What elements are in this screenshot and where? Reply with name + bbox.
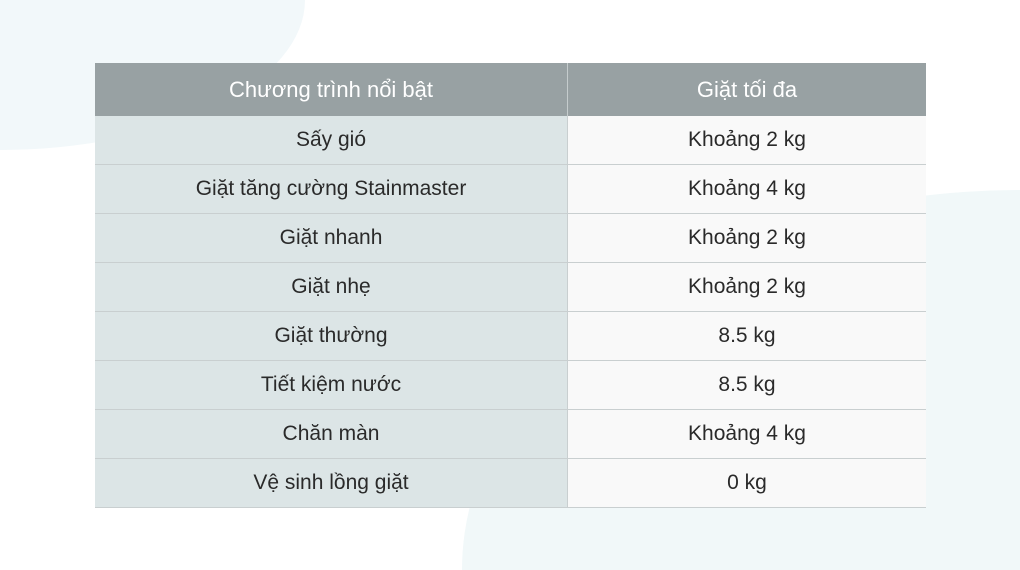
- table-row: Giặt nhẹ Khoảng 2 kg: [95, 262, 926, 312]
- max-wash-cell: Khoảng 2 kg: [567, 116, 926, 165]
- table-row: Giặt nhanh Khoảng 2 kg: [95, 213, 926, 263]
- max-wash-cell: Khoảng 2 kg: [567, 213, 926, 263]
- max-wash-cell: Khoảng 2 kg: [567, 262, 926, 312]
- table-row: Sấy gió Khoảng 2 kg: [95, 116, 926, 165]
- program-name-cell: Giặt tăng cường Stainmaster: [95, 164, 568, 214]
- max-wash-cell: 8.5 kg: [567, 311, 926, 361]
- program-name-cell: Chăn màn: [95, 409, 568, 459]
- max-wash-cell: Khoảng 4 kg: [567, 164, 926, 214]
- program-name-cell: Giặt nhanh: [95, 213, 568, 263]
- max-wash-cell: Khoảng 4 kg: [567, 409, 926, 459]
- table-header-row: Chương trình nổi bật Giặt tối đa: [95, 63, 926, 116]
- programs-table: Chương trình nổi bật Giặt tối đa Sấy gió…: [95, 63, 926, 508]
- table-row: Giặt thường 8.5 kg: [95, 311, 926, 361]
- table-row: Giặt tăng cường Stainmaster Khoảng 4 kg: [95, 164, 926, 214]
- table-row: Chăn màn Khoảng 4 kg: [95, 409, 926, 459]
- table-row: Tiết kiệm nước 8.5 kg: [95, 360, 926, 410]
- max-wash-cell: 0 kg: [567, 458, 926, 508]
- program-name-cell: Sấy gió: [95, 116, 568, 165]
- program-name-cell: Giặt thường: [95, 311, 568, 361]
- program-name-cell: Tiết kiệm nước: [95, 360, 568, 410]
- header-program: Chương trình nổi bật: [95, 63, 568, 116]
- program-name-cell: Giặt nhẹ: [95, 262, 568, 312]
- max-wash-cell: 8.5 kg: [567, 360, 926, 410]
- header-max-wash: Giặt tối đa: [567, 63, 926, 116]
- program-name-cell: Vệ sinh lồng giặt: [95, 458, 568, 508]
- table-row: Vệ sinh lồng giặt 0 kg: [95, 458, 926, 508]
